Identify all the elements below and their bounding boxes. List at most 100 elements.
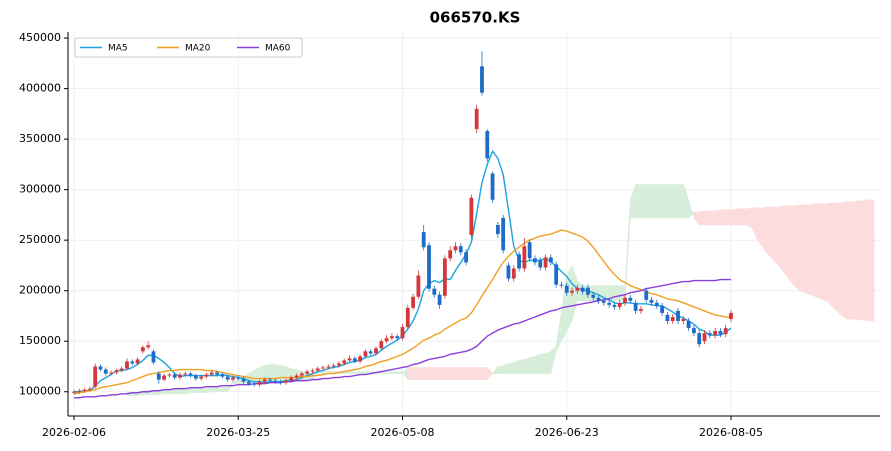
cloud-segment: [481, 367, 488, 380]
candle-body: [352, 358, 357, 362]
x-tick-label: 2026-08-05: [699, 426, 763, 439]
cloud-segment: [179, 389, 186, 395]
candle-body: [474, 108, 479, 130]
candle-body: [570, 290, 574, 293]
candle-body: [93, 366, 98, 387]
candle-body: [480, 66, 484, 93]
candle-body: [427, 245, 431, 289]
candle-body: [310, 370, 315, 372]
candle-body: [289, 377, 294, 381]
candle-body: [702, 333, 707, 342]
legend-label: MA20: [185, 44, 211, 54]
candle-body: [421, 232, 426, 248]
x-tick-label: 2026-06-23: [535, 426, 599, 439]
cloud-segment: [227, 380, 234, 393]
x-tick-label: 2026-03-25: [206, 426, 270, 439]
cloud-segment: [539, 352, 546, 374]
candle-body: [623, 297, 627, 303]
candle-body: [390, 336, 394, 339]
candle-body: [135, 359, 140, 364]
candle-body: [337, 363, 341, 366]
candle-body: [72, 391, 76, 393]
y-tick-label: 300000: [19, 183, 61, 196]
candle-body: [538, 260, 543, 268]
candle-body: [490, 173, 495, 200]
cloud: [126, 184, 875, 397]
y-tick-label: 250000: [19, 233, 61, 246]
cloud-segment: [672, 184, 679, 219]
candle-body: [77, 390, 82, 392]
candle-body: [411, 296, 415, 308]
cloud-segment: [746, 207, 753, 229]
candle-body: [284, 380, 288, 383]
candle-body: [660, 305, 665, 313]
cloud-segment: [471, 367, 477, 380]
candle-body: [522, 246, 527, 269]
cloud-segment: [810, 203, 817, 298]
cloud-segment: [449, 367, 456, 380]
candle-body: [109, 372, 113, 374]
cloud-segment: [386, 371, 393, 374]
candle-body: [533, 258, 537, 263]
candle-body: [485, 131, 490, 159]
candle-body: [591, 294, 596, 298]
candle-body: [220, 374, 225, 377]
candle-body: [178, 374, 182, 378]
cloud-segment: [571, 265, 578, 322]
candle-body: [506, 265, 511, 279]
candle-body: [596, 297, 601, 301]
cloud-segment: [428, 367, 435, 380]
candle-body: [564, 285, 569, 293]
cloud-segment: [730, 208, 737, 226]
cloud-segment: [402, 366, 409, 381]
candle-body: [628, 297, 633, 301]
candle-body: [601, 300, 606, 303]
candle-body: [644, 290, 649, 300]
candle-body: [692, 328, 696, 334]
candle-body: [326, 366, 331, 368]
candle-body: [262, 379, 267, 382]
cloud-segment: [195, 388, 202, 394]
cloud-segment: [518, 359, 525, 374]
cloud-segment: [640, 184, 647, 219]
candle-body: [548, 257, 553, 263]
cloud-segment: [667, 184, 674, 219]
cloud-segment: [412, 367, 419, 380]
cloud-segment: [280, 365, 287, 381]
ma-line: [73, 229, 731, 395]
cloud-segment: [656, 184, 663, 219]
cloud-segment: [847, 201, 854, 320]
cloud-segment: [433, 367, 440, 380]
candle-body: [517, 254, 521, 269]
y-tick-label: 100000: [19, 385, 61, 398]
candle-body: [98, 366, 103, 370]
candle-body: [358, 356, 363, 362]
cloud-segment: [704, 210, 711, 226]
candle-body: [278, 381, 283, 383]
cloud-segment: [725, 209, 732, 226]
cloud-segment: [757, 207, 764, 249]
candle-body: [448, 250, 453, 259]
cloud-segment: [841, 201, 848, 320]
cloud-segment: [555, 310, 562, 352]
cloud-segment: [767, 206, 774, 262]
candle-body: [114, 370, 119, 373]
cloud-segment: [677, 184, 684, 219]
chart-title: 066570.KS: [430, 9, 521, 27]
candle-body: [649, 299, 654, 303]
candle-body: [209, 372, 214, 375]
candle-body: [374, 348, 378, 354]
y-tick-label: 400000: [19, 82, 61, 95]
cloud-segment: [635, 184, 642, 219]
candle-body: [580, 287, 585, 292]
legend-box: [74, 37, 303, 58]
candle-body: [231, 377, 235, 380]
candle-body: [405, 307, 410, 328]
cloud-segment: [169, 389, 175, 395]
candle-body: [442, 258, 447, 296]
candle-body: [654, 302, 659, 306]
candle-body: [453, 246, 458, 251]
cloud-segment: [200, 388, 207, 394]
cloud-segment: [460, 367, 467, 380]
candle-body: [241, 378, 246, 382]
